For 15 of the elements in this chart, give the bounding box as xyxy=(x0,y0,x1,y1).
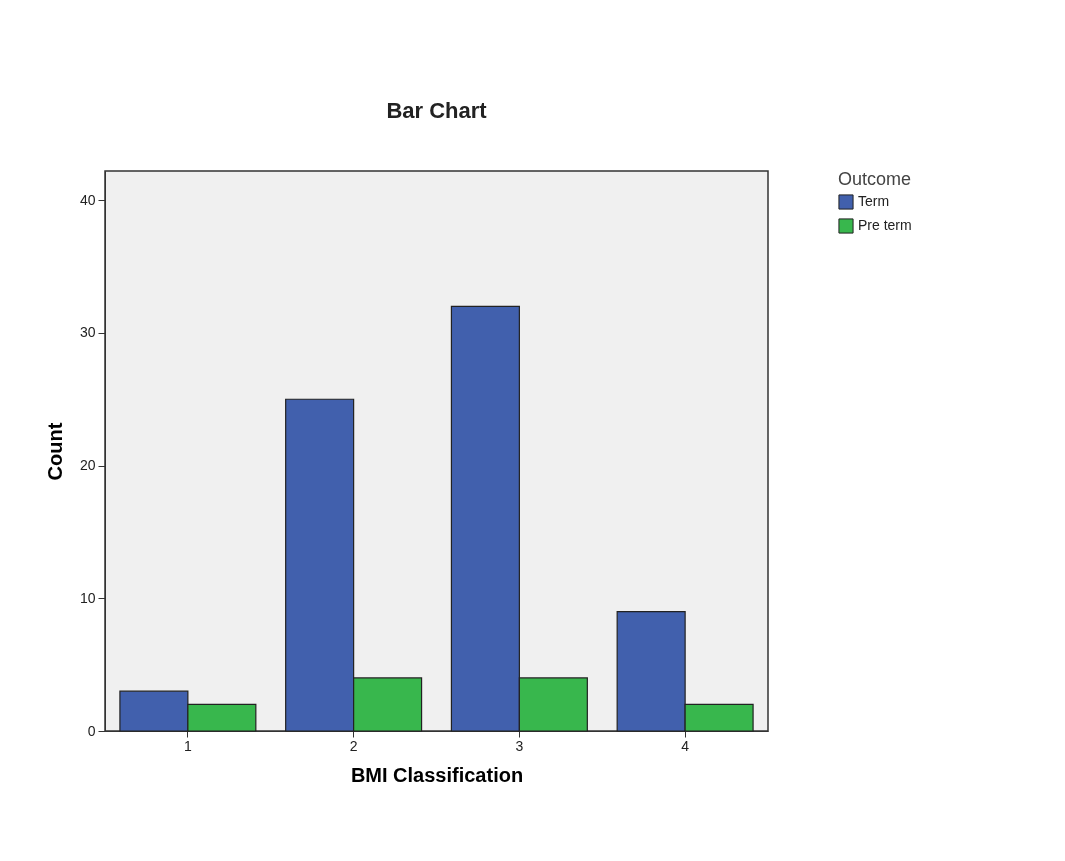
y-axis-title: Count xyxy=(43,422,66,481)
y-tick-label: 30 xyxy=(79,324,96,341)
legend-label: Pre term xyxy=(858,217,912,233)
legend-label: Term xyxy=(858,193,890,209)
x-tick-label: 2 xyxy=(349,737,358,754)
legend-title: Outcome xyxy=(838,169,912,189)
x-axis-title: BMI Classification xyxy=(350,763,524,786)
y-tick-label: 20 xyxy=(79,457,96,474)
x-tick-label: 3 xyxy=(515,737,524,754)
y-tick-label: 10 xyxy=(79,589,96,606)
x-tick-label: 4 xyxy=(681,737,690,754)
x-tick-label: 1 xyxy=(183,737,192,754)
y-tick-label: 0 xyxy=(87,722,96,739)
y-tick-label: 40 xyxy=(79,191,96,208)
chart-title: Bar Chart xyxy=(386,98,488,123)
